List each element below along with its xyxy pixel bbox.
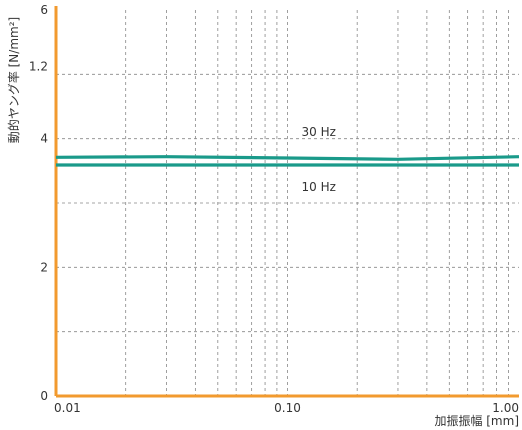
series-lines	[55, 155, 520, 167]
series-line	[55, 155, 520, 161]
grid-lines	[56, 10, 519, 396]
y-tick-label: 4	[40, 132, 48, 146]
y-tick-label: 6	[40, 3, 48, 17]
series-label: 10 Hz	[302, 180, 336, 194]
y-axis-title: 動的ヤング率 [N/mm²]	[6, 17, 21, 143]
axes	[54, 6, 519, 398]
series-label: 30 Hz	[302, 125, 336, 139]
x-axis-title: 加振振幅 [mm]	[434, 413, 519, 428]
y-tick-label: 0	[40, 389, 48, 403]
x-tick-label: 0.10	[274, 401, 301, 415]
y-tick-label: 1.2	[29, 59, 48, 73]
labels: 0 2 4 6 1.2 0.01 0.10 1.00 30 Hz 10 Hz	[29, 3, 519, 415]
y-tick-label: 2	[40, 260, 48, 274]
x-tick-label: 0.01	[54, 401, 81, 415]
x-tick-label: 1.00	[492, 401, 519, 415]
